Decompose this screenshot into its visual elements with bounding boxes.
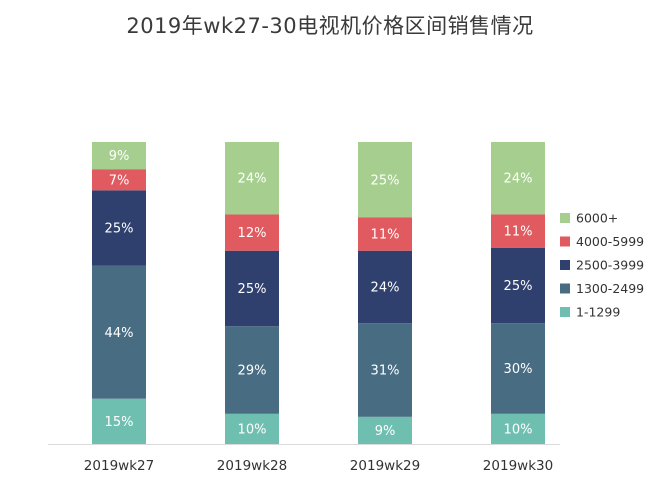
legend-label-6000+: 6000+ [576, 211, 618, 226]
bar-label-2019wk28-1300-2499: 29% [238, 364, 267, 379]
bar-label-2019wk28-6000+: 24% [238, 172, 267, 187]
bar-label-2019wk27-4000-5999: 7% [109, 173, 130, 188]
legend-swatch-1-1299 [560, 307, 570, 317]
bar-segment-2019wk27-2500-3999 [92, 190, 146, 266]
bar-segment-2019wk30-1300-2499 [491, 323, 545, 414]
bar-label-2019wk30-1-1299: 10% [504, 422, 533, 437]
bar-segment-2019wk27-1300-2499 [92, 265, 146, 399]
bar-label-2019wk29-1-1299: 9% [375, 424, 396, 439]
bar-segment-2019wk27-4000-5999 [92, 169, 146, 191]
bar-label-2019wk30-6000+: 24% [504, 172, 533, 187]
bar-segment-2019wk27-6000+ [92, 142, 146, 170]
legend-swatch-2500-3999 [560, 260, 570, 270]
x-tick-label-2019wk30: 2019wk30 [483, 458, 553, 474]
bar-segment-2019wk28-6000+ [225, 142, 279, 215]
bar-label-2019wk28-1-1299: 10% [238, 422, 267, 437]
bar-segment-2019wk30-2500-3999 [491, 247, 545, 324]
x-tick-label-2019wk28: 2019wk28 [217, 458, 287, 474]
bar-label-2019wk29-2500-3999: 24% [371, 280, 400, 295]
bar-segment-2019wk29-2500-3999 [358, 250, 412, 324]
legend-swatch-6000+ [560, 213, 570, 223]
legend-swatch-1300-2499 [560, 283, 570, 294]
x-tick-label-2019wk27: 2019wk27 [84, 458, 154, 474]
legend-label-2500-3999: 2500-3999 [576, 258, 644, 273]
bar-label-2019wk29-1300-2499: 31% [371, 364, 400, 379]
legend-label-1-1299: 1-1299 [576, 305, 620, 320]
legend-label-4000-5999: 4000-5999 [576, 234, 644, 249]
bar-segment-2019wk29-1-1299 [358, 416, 412, 444]
bar-segment-2019wk28-1-1299 [225, 413, 279, 444]
bar-segment-2019wk29-6000+ [358, 142, 412, 218]
bar-label-2019wk27-1-1299: 15% [105, 415, 134, 430]
legend-label-1300-2499: 1300-2499 [576, 281, 644, 296]
bar-segment-2019wk29-1300-2499 [358, 323, 412, 417]
chart-title: 2019年wk27-30电视机价格区间销售情况 [126, 14, 534, 38]
bar-label-2019wk27-1300-2499: 44% [105, 326, 134, 341]
bar-segment-2019wk30-6000+ [491, 142, 545, 215]
bar-label-2019wk28-2500-3999: 25% [238, 282, 267, 297]
bar-label-2019wk29-4000-5999: 11% [371, 228, 400, 243]
bar-label-2019wk30-1300-2499: 30% [504, 362, 533, 377]
bar-segment-2019wk29-4000-5999 [358, 217, 412, 251]
bar-segment-2019wk28-1300-2499 [225, 326, 279, 414]
bar-segment-2019wk28-4000-5999 [225, 214, 279, 251]
bar-segment-2019wk27-1-1299 [92, 398, 146, 444]
bar-label-2019wk29-6000+: 25% [371, 173, 400, 188]
bar-label-2019wk30-4000-5999: 11% [504, 225, 533, 240]
bar-label-2019wk27-2500-3999: 25% [105, 222, 134, 237]
bar-segment-2019wk30-1-1299 [491, 413, 545, 444]
x-tick-label-2019wk29: 2019wk29 [350, 458, 420, 474]
bar-label-2019wk28-4000-5999: 12% [238, 226, 267, 241]
legend-swatch-4000-5999 [560, 236, 570, 247]
bar-segment-2019wk28-2500-3999 [225, 250, 279, 327]
bar-segment-2019wk30-4000-5999 [491, 214, 545, 248]
bar-label-2019wk27-6000+: 9% [109, 149, 130, 164]
bar-label-2019wk30-2500-3999: 25% [504, 279, 533, 294]
